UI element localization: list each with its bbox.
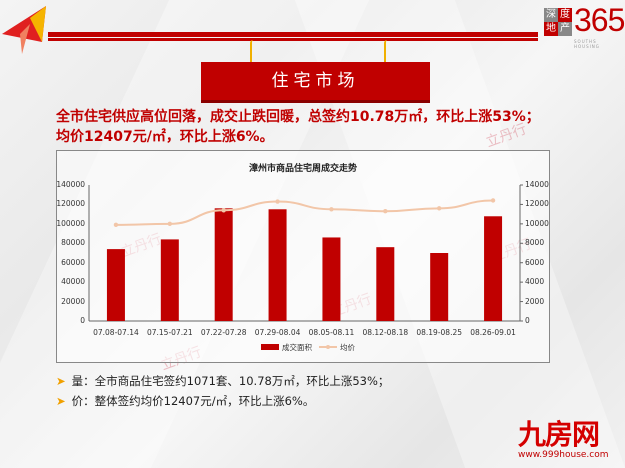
x-tick: 07.29-08.04: [254, 328, 301, 337]
x-tick: 08.19-08.25: [416, 328, 463, 337]
combo-chart: [88, 184, 523, 350]
bullet-price: ➤ 价：整体签约均价12407元/㎡，环比上涨6%。: [56, 393, 314, 409]
chart-title: 漳州市商品住宅周成交走势: [248, 164, 357, 174]
logo-char: 产: [558, 22, 572, 36]
y-right-tick: 8000: [525, 238, 545, 248]
bullet-text: 价：整体签约均价12407元/㎡，环比上涨6%。: [71, 394, 315, 408]
y-left-tick: 60000: [61, 257, 85, 267]
footer-logo-url: www.999house.com: [518, 450, 609, 460]
legend-price: 均价: [340, 343, 355, 352]
footer-logo: 九房网 www.999house.com: [518, 418, 618, 461]
paper-plane-icon: [2, 6, 46, 54]
bullet-text: 量：全市商品住宅签约1071套、10.78万㎡，环比上涨53%；: [71, 374, 390, 388]
x-tick: 07.08-07.14: [93, 328, 139, 337]
y-left-tick: 40000: [61, 277, 85, 287]
y-right-tick: 6000: [525, 257, 545, 267]
y-right-tick: 14000: [525, 180, 549, 189]
y-left-tick: 100000: [56, 218, 85, 228]
arrow-bullet-icon: ➤: [56, 374, 66, 388]
x-tick: 07.22-07.28: [200, 328, 247, 337]
x-tick: 08.12-08.18: [362, 328, 409, 337]
x-tick: 08.05-08.11: [308, 328, 355, 337]
footer-logo-main: 九房网: [518, 418, 600, 451]
logo-char: 地: [544, 22, 558, 36]
arrow-bullet-icon: ➤: [56, 394, 66, 408]
logo-char: 度: [558, 8, 572, 22]
logo-char: 深: [544, 8, 558, 22]
y-right-tick: 2000: [525, 296, 545, 306]
hanger-hook: [250, 40, 258, 66]
y-right-tick: 12000: [525, 199, 549, 209]
y-right-tick: 4000: [525, 277, 545, 287]
header-rule: [48, 32, 538, 41]
logo-number: 365: [574, 2, 625, 38]
y-right-tick: 0: [525, 316, 530, 325]
y-left-tick: 80000: [61, 238, 85, 248]
hanger-hook: [384, 40, 392, 66]
y-left-tick: 120000: [56, 199, 85, 209]
y-left-tick: 20000: [61, 296, 85, 306]
bullet-volume: ➤ 量：全市商品住宅签约1071套、10.78万㎡，环比上涨53%；: [56, 373, 389, 389]
brand-logo-365: 深 度 地 产 365 SOUTHS HOUSING: [544, 2, 625, 49]
headline: 全市住宅供应高位回落，成交止跌回暖，总签约10.78万㎡，环比上涨53%；均价1…: [56, 109, 540, 145]
y-right-tick: 10000: [525, 218, 549, 228]
section-title: 住宅市场: [201, 62, 430, 103]
chart-container: 漳州市商品住宅周成交走势 0 20000 40000 60000 80000 100000…: [56, 150, 550, 363]
y-left-tick: 140000: [56, 180, 85, 189]
x-tick: 07.15-07.21: [146, 328, 193, 337]
legend-area: 成交面积: [282, 343, 312, 352]
x-tick: 08.26-09.01: [470, 328, 516, 337]
logo-subtitle: SOUTHS HOUSING: [574, 39, 600, 49]
y-left-tick: 0: [80, 316, 85, 325]
